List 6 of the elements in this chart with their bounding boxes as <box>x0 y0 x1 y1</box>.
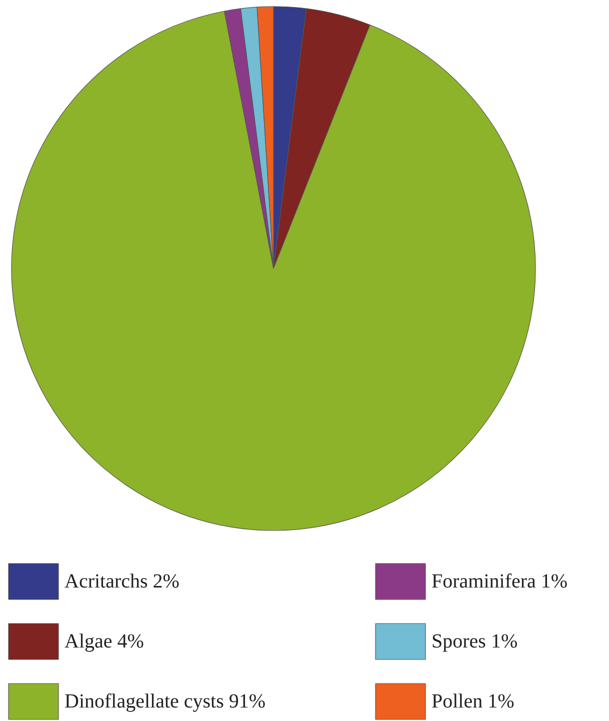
legend-label: Algae 4% <box>64 630 144 652</box>
legend-label: Dinoflagellate cysts 91% <box>64 690 266 712</box>
legend-label: Spores 1% <box>432 630 518 652</box>
legend-label: Pollen 1% <box>432 690 514 712</box>
legend-label: Foraminifera 1% <box>432 570 568 592</box>
legend-label: Acritarchs 2% <box>64 570 180 592</box>
